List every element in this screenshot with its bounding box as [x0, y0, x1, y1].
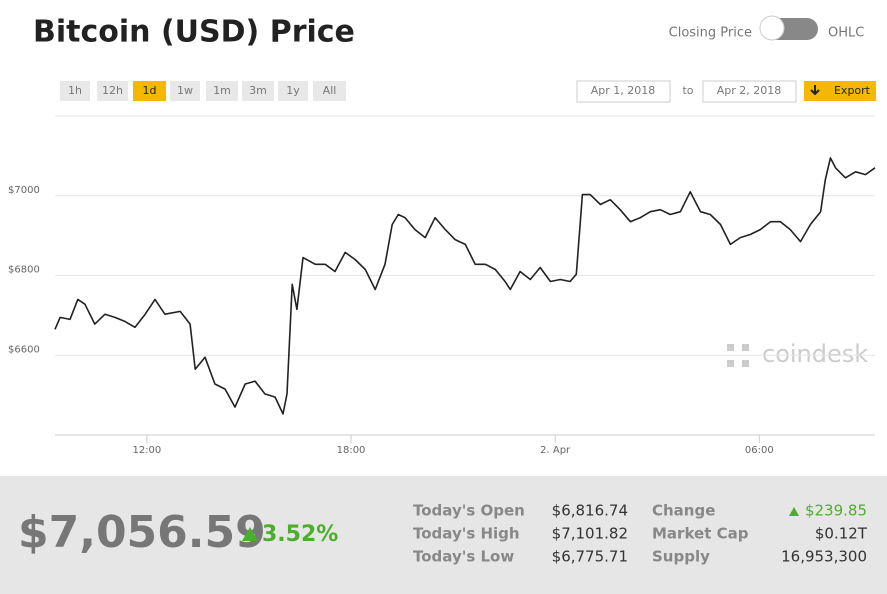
toggle-right-label: OHLC — [828, 26, 864, 41]
range-bg — [242, 81, 274, 101]
range-label: 12h — [102, 84, 123, 97]
x-tick-label: 06:00 — [745, 445, 774, 456]
logo-dot — [742, 344, 749, 351]
stat-label: Today's Open — [413, 502, 525, 520]
range-label: 1y — [286, 84, 300, 97]
toggle-left-label: Closing Price — [669, 26, 752, 41]
range-label: 1m — [213, 84, 231, 97]
watermark-text: coindesk — [762, 340, 868, 368]
range-bg — [278, 81, 308, 101]
stat-label: Supply — [652, 548, 710, 566]
range-label: 3m — [249, 84, 267, 97]
range-bg — [97, 81, 128, 101]
watermark: coindesk — [727, 340, 868, 368]
up-arrow — [242, 527, 258, 541]
stat-value: $0.12T — [815, 525, 868, 543]
change-arrow — [789, 507, 799, 516]
range-label: 1h — [68, 84, 82, 97]
range-buttons: 1h 12h 1d 1w 1m 3m 1y All — [60, 81, 346, 101]
export-icon — [810, 85, 820, 96]
range-button[interactable]: 1d — [133, 81, 166, 101]
date-text: Apr 1, 2018 — [591, 84, 656, 97]
summary-bg — [0, 476, 887, 594]
range-button[interactable]: All — [313, 81, 346, 101]
export-button[interactable]: Export — [804, 81, 876, 101]
range-button[interactable]: 12h — [97, 81, 128, 101]
date-box — [576, 80, 671, 103]
price: $7,056.59 — [18, 507, 266, 558]
range-button[interactable]: 1m — [206, 81, 238, 101]
range-bg — [313, 81, 346, 101]
change-pct: 3.52% — [262, 522, 338, 547]
stat-value: $239.85 — [805, 502, 867, 520]
range-button[interactable]: 1y — [278, 81, 308, 101]
stat-label: Market Cap — [652, 525, 749, 543]
y-tick-label: $6600 — [8, 344, 40, 355]
range-button[interactable]: 1w — [170, 81, 200, 101]
stat-value: $7,101.82 — [552, 525, 628, 543]
date-from[interactable]: Apr 1, 2018 — [576, 80, 671, 103]
range-label: 1d — [143, 84, 157, 97]
x-tick-label: 18:00 — [337, 445, 366, 456]
date-box — [702, 80, 797, 103]
export-bg — [804, 81, 876, 101]
switch-knob — [759, 15, 785, 41]
export-label: Export — [834, 84, 871, 97]
date-text: Apr 2, 2018 — [717, 84, 782, 97]
toggle-switch[interactable] — [759, 15, 818, 41]
range-label: 1w — [177, 84, 193, 97]
date-to[interactable]: Apr 2, 2018 — [702, 80, 797, 103]
price-line — [54, 157, 876, 415]
y-tick-label: $7000 — [8, 185, 40, 196]
x-tick-label: 2. Apr — [540, 445, 571, 456]
stat-value: $6,775.71 — [552, 548, 628, 566]
range-label: All — [323, 84, 337, 97]
chart: $6600 $6800 $7000 12:00 18:00 2. Apr 06:00 — [8, 157, 876, 456]
range-button[interactable]: 3m — [242, 81, 274, 101]
stat-label: Today's High — [413, 525, 520, 543]
range-bg — [133, 81, 166, 101]
range-bg — [60, 81, 90, 101]
stat-label: Change — [652, 502, 715, 520]
date-sep: to — [682, 84, 693, 97]
stat-label: Today's Low — [413, 548, 514, 566]
logo-dot — [742, 360, 749, 367]
range-button[interactable]: 1h — [60, 81, 90, 101]
range-bg — [170, 81, 200, 101]
logo-dot — [727, 344, 734, 351]
stat-value: $6,816.74 — [552, 502, 628, 520]
stats: Today's Open $6,816.74 Today's High $7,101.… — [413, 502, 868, 566]
range-bg — [206, 81, 238, 101]
title: Bitcoin (USD) Price — [33, 15, 355, 50]
logo-dot — [727, 360, 734, 367]
x-tick-label: 12:00 — [132, 445, 161, 456]
stat-value: 16,953,300 — [781, 548, 867, 566]
y-tick-label: $6800 — [8, 265, 40, 276]
